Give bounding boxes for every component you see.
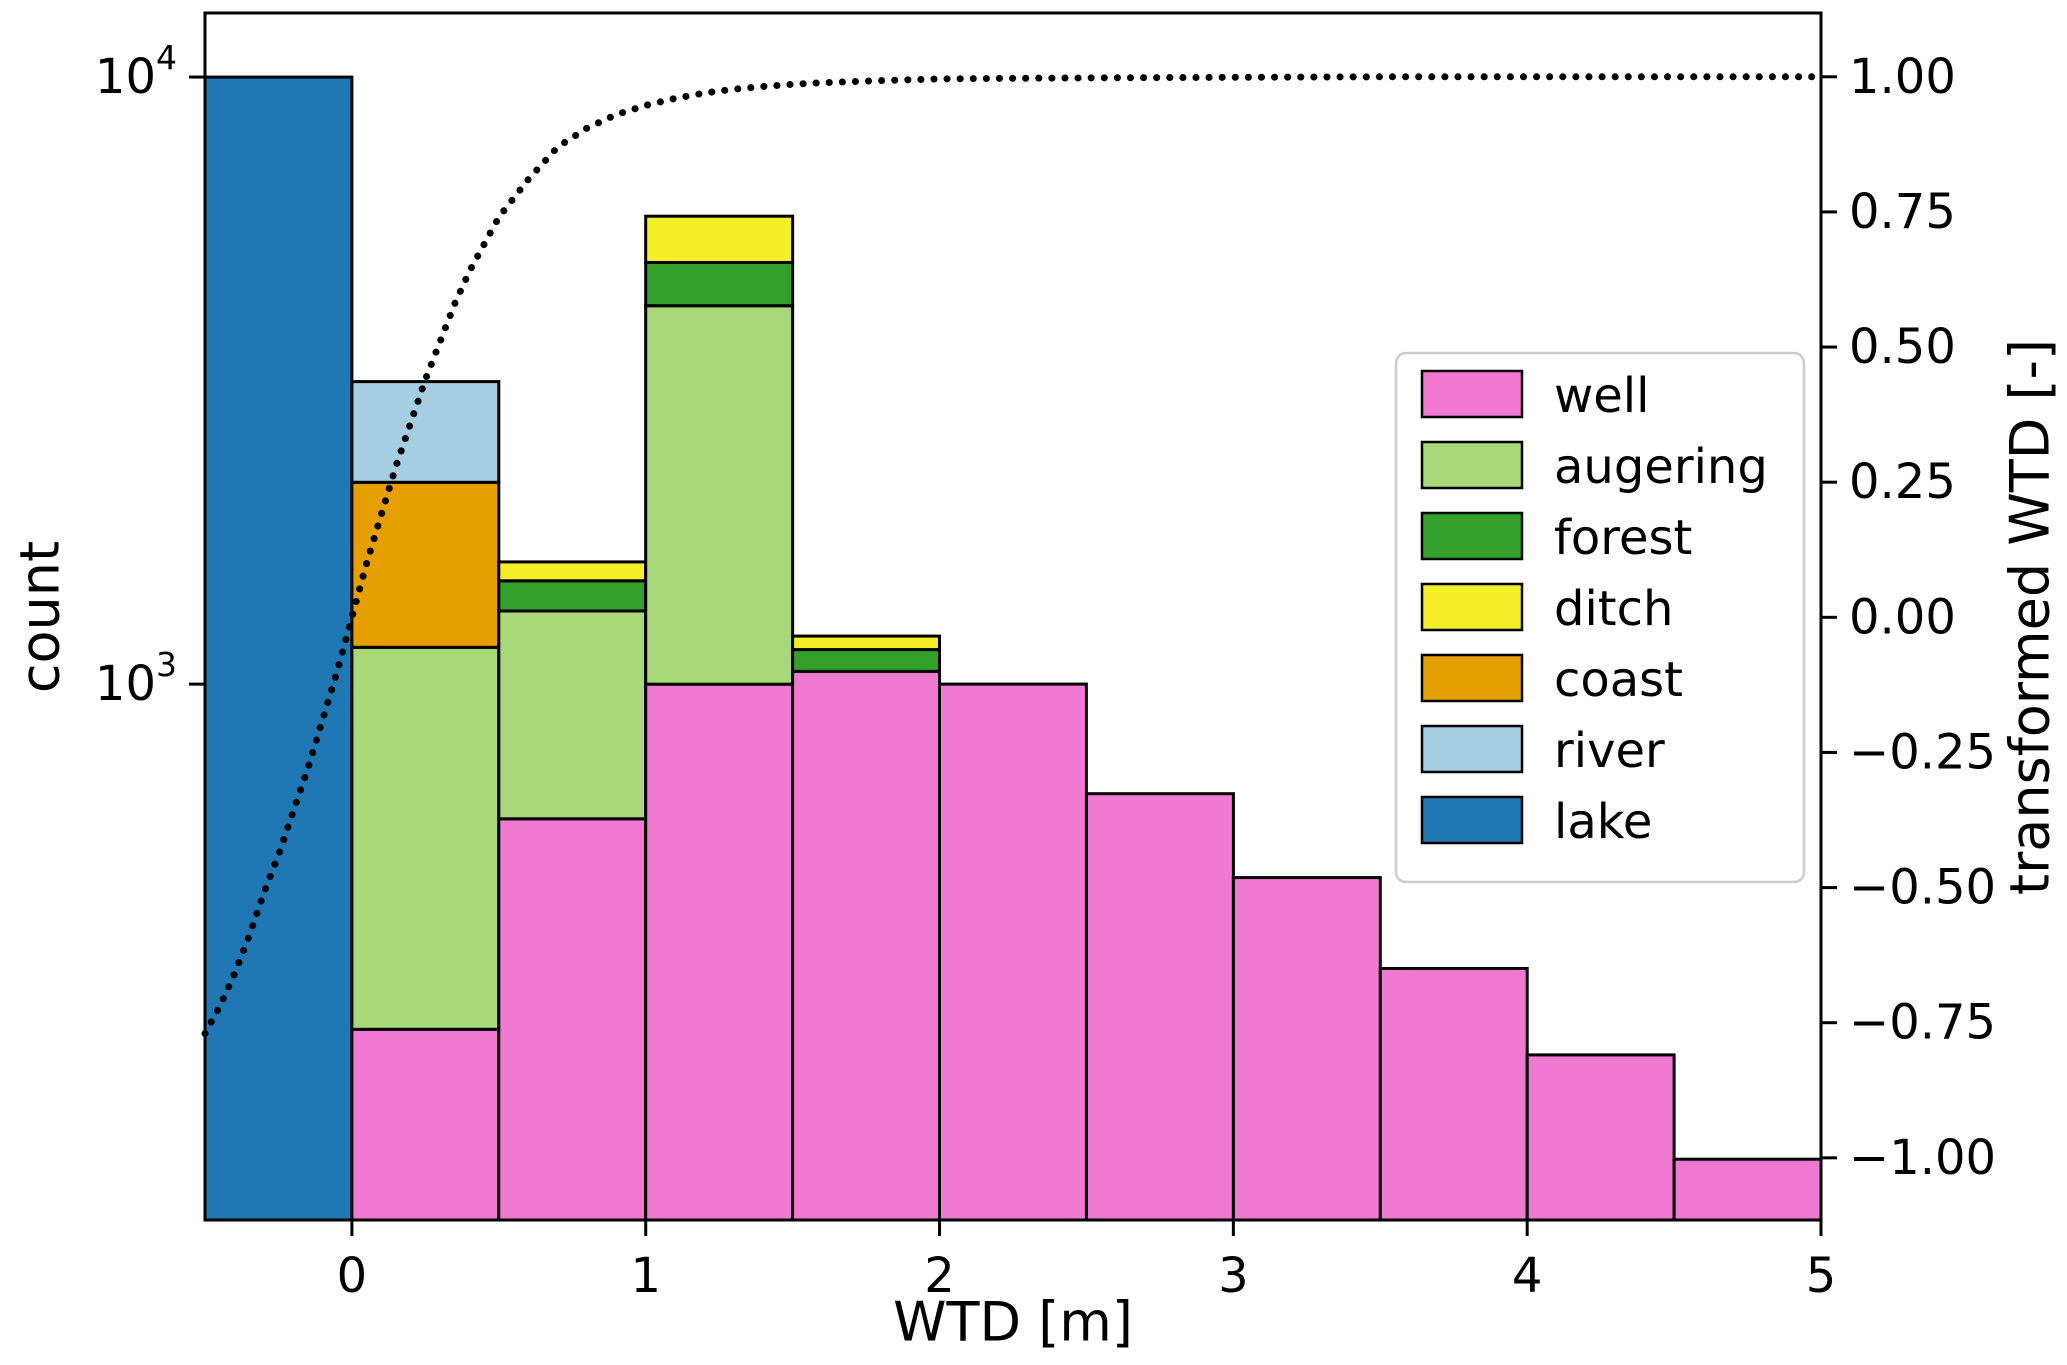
y-left-tick-label: 103 [95,645,177,712]
bar-well-bin1 [350,1027,501,1222]
x-axis-label: WTD [m] [893,1290,1133,1354]
legend-swatch-river [1420,724,1524,774]
legend-label-coast: coast [1554,652,1683,708]
bar-well-bin8 [1378,967,1529,1222]
bar-ditch-bin3 [644,214,795,264]
x-tick-label: 5 [1806,1248,1837,1304]
y-right-tick-label: 0.75 [1849,184,1956,240]
bar-augering-bin2 [497,609,648,821]
legend-label-lake: lake [1554,794,1652,850]
bar-well-bin9 [1525,1053,1676,1222]
legend-label-forest: forest [1554,510,1692,566]
bar-well-bin4 [791,669,941,1222]
legend-swatch-lake [1420,795,1524,845]
y-right-tick-label: 0.50 [1849,319,1956,375]
y-right-tick-label: 0.25 [1849,454,1956,510]
legend-label-river: river [1554,723,1665,779]
bar-ditch-bin4 [791,634,941,652]
bar-forest-bin3 [644,260,795,308]
legend: well augering forest ditch coast river lake [1394,351,1806,884]
bar-forest-bin2 [497,579,648,613]
x-tick-label: 2 [924,1248,955,1304]
bar-coast-bin1 [350,480,501,649]
y-axis-label-left: count [8,540,72,694]
legend-swatch-coast [1420,653,1524,703]
x-tick-label: 0 [337,1248,368,1304]
transformed-wtd-curve [201,73,1825,1037]
y-right-tick-label: 0.00 [1849,589,1956,645]
bar-forest-bin4 [791,648,941,673]
legend-label-well: well [1554,368,1649,424]
y-axis-label-right: transformed WTD [-] [1998,338,2062,896]
bar-augering-bin1 [350,645,501,1031]
x-tick-label: 3 [1218,1248,1249,1304]
bar-ditch-bin2 [497,560,648,583]
bar-well-bin6 [1085,792,1235,1222]
legend-swatch-forest [1420,511,1524,561]
legend-swatch-ditch [1420,582,1524,632]
bar-well-bin5 [938,682,1088,1222]
bar-well-bin7 [1231,876,1382,1222]
y-right-tick-label: −1.00 [1849,1130,1996,1186]
bar-lake-bin0 [203,75,354,1222]
bar-well-bin2 [497,817,648,1222]
legend-label-augering: augering [1554,439,1768,495]
bar-river-bin1 [350,380,501,484]
y-left-tick-label: 104 [95,38,177,105]
y-right-tick-label: −0.75 [1849,995,1996,1051]
legend-label-ditch: ditch [1554,581,1673,637]
bar-augering-bin3 [644,304,795,686]
legend-swatch-augering [1420,440,1524,490]
y-right-tick-label: −0.25 [1849,724,1996,780]
bar-well-bin10 [1672,1157,1823,1222]
y-right-tick-label: 1.00 [1849,49,1956,105]
y-right-tick-label: −0.50 [1849,860,1996,916]
x-tick-label: 1 [630,1248,661,1304]
x-tick-label: 4 [1512,1248,1543,1304]
legend-swatch-well [1420,369,1524,419]
bar-well-bin3 [644,682,795,1222]
